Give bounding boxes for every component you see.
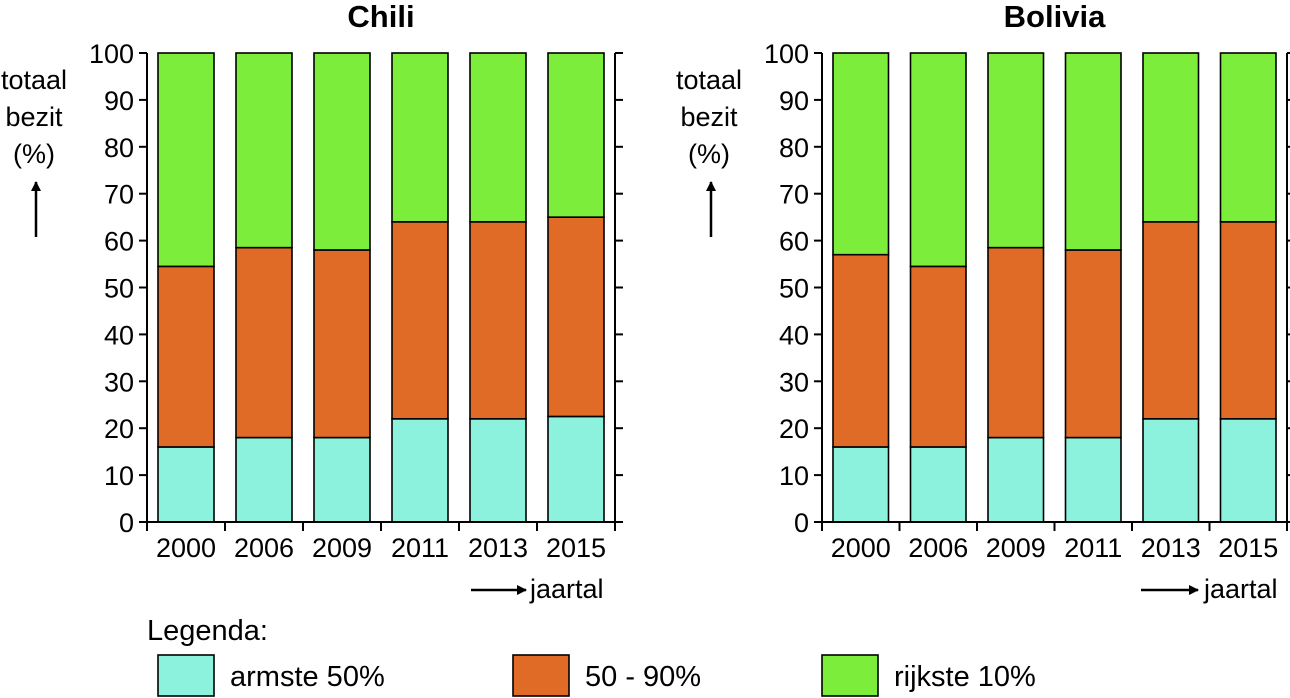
y-tick-label: 90 (779, 86, 809, 116)
bar-2000-series-0 (832, 446, 890, 523)
x-tick-label: 2015 (1218, 533, 1278, 563)
bar-2009-series-2 (987, 52, 1045, 249)
bar-2013-series-2 (1142, 52, 1200, 223)
y-tick-label: 70 (104, 180, 134, 210)
y-tick-label: 100 (764, 39, 809, 69)
chart-title: Chili (347, 0, 414, 34)
bar-2006-series-2 (909, 52, 967, 268)
bar-2011-series-2 (1064, 52, 1122, 251)
y-axis-label: (%) (688, 139, 730, 169)
bar-2015-series-2 (1219, 52, 1277, 223)
bar-2015-series-1 (547, 216, 605, 418)
y-tick-label: 100 (89, 39, 134, 69)
y-tick-label: 80 (104, 133, 134, 163)
bar-2015-series-1 (1219, 221, 1277, 420)
legend-label-2: rijkste 10% (894, 661, 1036, 693)
x-axis-label: jaartal (1203, 574, 1278, 604)
x-tick-label: 2013 (468, 533, 528, 563)
y-tick-label: 10 (104, 461, 134, 491)
bar-2009-series-0 (313, 436, 371, 523)
x-tick-label: 2009 (986, 533, 1046, 563)
y-axis-label: (%) (13, 139, 55, 169)
y-tick-label: 20 (779, 414, 809, 444)
chart-title: Bolivia (1004, 0, 1106, 34)
y-tick-label: 30 (104, 367, 134, 397)
y-tick-label: 30 (779, 367, 809, 397)
y-tick-label: 40 (104, 320, 134, 350)
bar-2015-series-2 (547, 52, 605, 218)
legend-label-1: 50 - 90% (585, 661, 701, 693)
x-tick-label: 2000 (156, 533, 216, 563)
y-tick-label: 40 (779, 320, 809, 350)
x-tick-label: 2011 (391, 533, 449, 563)
bar-2006-series-0 (909, 446, 967, 523)
bar-2006-series-1 (235, 246, 293, 439)
legend-label-0: armste 50% (230, 661, 385, 693)
bar-2013-series-1 (469, 221, 527, 420)
bar-2000-series-2 (832, 52, 890, 256)
legend-title: Legenda: (147, 615, 268, 647)
bar-2011-series-0 (391, 418, 449, 523)
bar-2013-series-0 (469, 418, 527, 523)
y-axis-label: bezit (680, 102, 738, 132)
chart-panel-bolivia: Bolivia totaal bezit (%) 0 10 20 30 40 50 60 70 80 90… (676, 0, 1290, 604)
y-tick-label: 50 (779, 274, 809, 304)
y-tick-label: 20 (104, 414, 134, 444)
bar-2006-series-0 (235, 436, 293, 523)
y-tick-label: 70 (779, 180, 809, 210)
bar-2006-series-1 (909, 265, 967, 448)
y-axis-label: totaal (676, 65, 742, 95)
bar-2011-series-0 (1064, 436, 1122, 523)
y-tick-label: 10 (779, 461, 809, 491)
y-axis-label: bezit (5, 102, 63, 132)
y-tick-label: 60 (104, 227, 134, 257)
bar-2009-series-1 (313, 249, 371, 439)
bar-2009-series-1 (987, 246, 1045, 439)
bar-2011-series-1 (391, 221, 449, 420)
legend-swatch-2 (821, 654, 879, 697)
bar-2009-series-2 (313, 52, 371, 251)
bar-2009-series-0 (987, 436, 1045, 523)
legend: Legenda: armste 50% 50 - 90% rijkste 10% (147, 615, 1036, 697)
bar-2015-series-0 (1219, 418, 1277, 523)
x-tick-label: 2006 (908, 533, 968, 563)
x-tick-label: 2013 (1141, 533, 1201, 563)
bar-2000-series-0 (157, 446, 215, 523)
y-tick-label: 0 (794, 508, 809, 538)
y-tick-label: 90 (104, 86, 134, 116)
x-axis-label: jaartal (529, 574, 604, 604)
legend-swatch-0 (157, 654, 215, 697)
x-tick-label: 2006 (234, 533, 294, 563)
x-tick-label: 2009 (312, 533, 372, 563)
bar-2000-series-1 (157, 265, 215, 448)
y-tick-label: 80 (779, 133, 809, 163)
y-tick-label: 60 (779, 227, 809, 257)
y-tick-label: 50 (104, 274, 134, 304)
bar-2015-series-0 (547, 415, 605, 523)
y-tick-label: 0 (119, 508, 134, 538)
bar-2011-series-2 (391, 52, 449, 223)
bar-2013-series-2 (469, 52, 527, 223)
bar-2011-series-1 (1064, 249, 1122, 439)
bar-2000-series-1 (832, 253, 890, 448)
x-tick-label: 2015 (546, 533, 606, 563)
x-tick-label: 2011 (1064, 533, 1122, 563)
y-axis-label: totaal (1, 65, 67, 95)
bar-2013-series-1 (1142, 221, 1200, 420)
legend-swatch-1 (512, 654, 570, 697)
bar-2013-series-0 (1142, 418, 1200, 523)
bar-2006-series-2 (235, 52, 293, 249)
bar-2000-series-2 (157, 52, 215, 268)
chart-panel-chili: Chili totaal bezit (%) 0 10 20 30 40 50 60 70 80 90 10… (1, 0, 623, 604)
x-tick-label: 2000 (831, 533, 891, 563)
